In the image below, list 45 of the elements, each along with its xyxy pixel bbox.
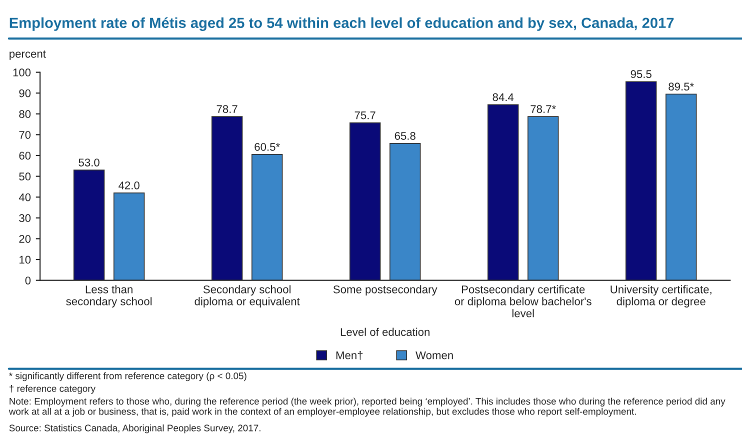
y-tick-label: 30 xyxy=(19,214,31,222)
bar xyxy=(528,116,559,280)
legend-label: Women xyxy=(416,351,453,360)
data-label: 42.0 xyxy=(118,181,140,190)
data-label: 89.5* xyxy=(668,82,694,91)
text: * significantly different from reference category (ρ < 0.05) xyxy=(9,372,246,382)
chart-title: Employment rate of Métis aged 25 to 54 within each level of education and by sex, Canada, 2017 xyxy=(10,17,674,31)
bar xyxy=(487,104,519,280)
data-label: 53.0 xyxy=(78,158,100,166)
text: Note: Employment refers to those who, during the reference period (the week prior), reported being ‘employed’. This includes those who during the reference period did any work at all at a job or business, that is, paid work in the context of an employer-employee relationship, but excludes those who report self-employment. xyxy=(8,398,726,417)
x-tick-label: Some postsecondary xyxy=(333,285,438,296)
text: † reference category xyxy=(10,385,96,394)
data-label: 84.4 xyxy=(492,93,514,102)
x-tick-label: Less than secondary school xyxy=(66,285,152,308)
data-label: 65.8 xyxy=(394,132,416,140)
x-tick-label: Secondary school diploma or equivalent xyxy=(194,285,300,308)
legend-label: Men† xyxy=(336,351,363,360)
bar xyxy=(626,81,657,280)
bar xyxy=(113,192,145,280)
y-tick-label: 90 xyxy=(19,89,31,98)
y-tick-label: 40 xyxy=(18,193,31,202)
source-note: Source: Statistics Canada, Aboriginal Peoples Survey, 2017. xyxy=(9,424,260,434)
data-label: 78.7* xyxy=(530,105,556,113)
bar xyxy=(211,116,243,280)
y-tick-label: 50 xyxy=(19,172,31,180)
y-tick-label: 0 xyxy=(25,276,31,284)
y-tick-label: 20 xyxy=(19,234,31,243)
x-tick-label: Postsecondary certificate or diploma below bachelor's level xyxy=(454,285,592,318)
y-tick-label: 70 xyxy=(19,130,31,139)
bar xyxy=(73,170,105,280)
y-tick-label: 10 xyxy=(20,256,31,264)
y-tick-label: 60 xyxy=(19,152,31,160)
y-axis-title: percent xyxy=(10,50,46,60)
bar xyxy=(390,143,421,280)
y-tick-label: 80 xyxy=(19,110,31,118)
bar xyxy=(349,122,381,280)
data-label: 60.5* xyxy=(254,142,280,151)
bar xyxy=(666,94,697,280)
bar xyxy=(251,154,283,280)
x-tick-label: University certificate, diploma or degree xyxy=(610,285,712,308)
y-tick-label: 100 xyxy=(13,68,31,76)
data-label: 95.5 xyxy=(630,70,652,78)
x-axis-title: Level of education xyxy=(340,328,430,336)
data-label: 75.7 xyxy=(354,111,376,120)
data-label: 78.7 xyxy=(216,105,238,113)
